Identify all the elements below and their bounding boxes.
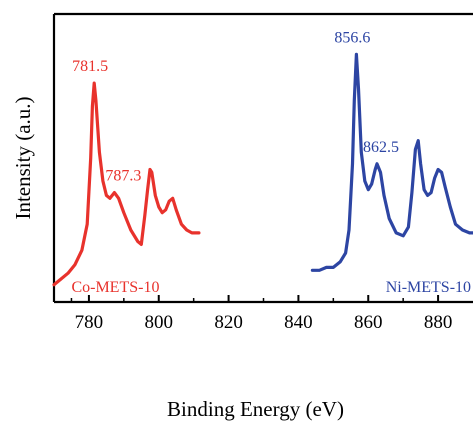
annotation-layer: 781.5 787.3 856.6 862.5 — [72, 29, 399, 184]
x-tick-label: 800 — [145, 312, 174, 333]
x-axis-title: Binding Energy (eV) — [167, 397, 344, 421]
peak-label: 856.6 — [334, 29, 370, 46]
x-tick-label: 820 — [214, 312, 243, 333]
x-tick-label: 860 — [354, 312, 383, 333]
series-label-co-mets-10: Co-METS-10 — [71, 279, 159, 296]
peak-label: 781.5 — [72, 58, 108, 75]
peak-label: 787.3 — [105, 168, 141, 185]
series-layer: Co-METS-10 Ni-METS-10 — [52, 52, 473, 296]
peak-label: 862.5 — [363, 139, 399, 156]
series-line-ni-mets-10 — [310, 52, 473, 272]
x-tick-label: 840 — [284, 312, 313, 333]
plot-frame — [52, 12, 473, 304]
y-axis-title: Intensity (a.u.) — [11, 96, 35, 219]
x-tick-label: 780 — [75, 312, 104, 333]
series-label-ni-mets-10: Ni-METS-10 — [386, 279, 471, 296]
x-axis-ticks: 780 800 820 840 860 880 — [70, 295, 453, 333]
series-line-co-mets-10 — [52, 81, 201, 287]
x-tick-label: 880 — [424, 312, 453, 333]
